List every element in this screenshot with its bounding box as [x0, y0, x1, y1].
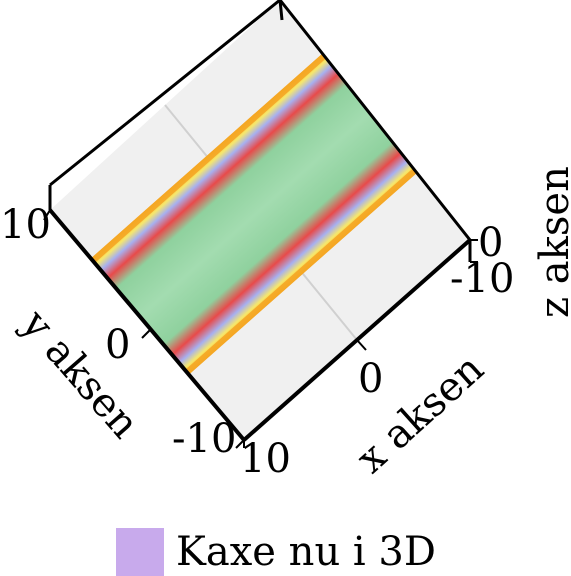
legend-entry: Kaxe nu i 3D — [176, 529, 436, 575]
legend-swatch — [116, 528, 164, 576]
x-tick-0: 0 — [358, 356, 383, 402]
y-tick-neg10: -10 — [172, 416, 236, 462]
z-axis-label: z aksen — [532, 166, 571, 318]
legend: Kaxe nu i 3D — [116, 528, 436, 576]
surface-band-edge-top — [50, 0, 392, 319]
tick-marks — [43, 209, 478, 449]
frame-top-edge — [49, 0, 284, 187]
z-tick-neg10: -10 — [450, 256, 514, 302]
z-tick-0: 0 — [478, 220, 503, 266]
y-tick-0: 0 — [105, 322, 130, 368]
tick-mark — [141, 329, 151, 339]
tick-mark — [235, 439, 245, 449]
frame-front-left — [48, 208, 246, 442]
tick-mark — [43, 209, 51, 221]
surface-plot: 10 0 -10 10 0 0 -10 y aksen x aksen z ak… — [0, 0, 571, 482]
y-tick-10: 10 — [0, 202, 51, 248]
surface-band-edge-bottom — [124, 105, 470, 428]
x-tick-10: 10 — [240, 436, 291, 482]
axes-frame — [48, 0, 472, 442]
tick-mark — [356, 339, 367, 351]
